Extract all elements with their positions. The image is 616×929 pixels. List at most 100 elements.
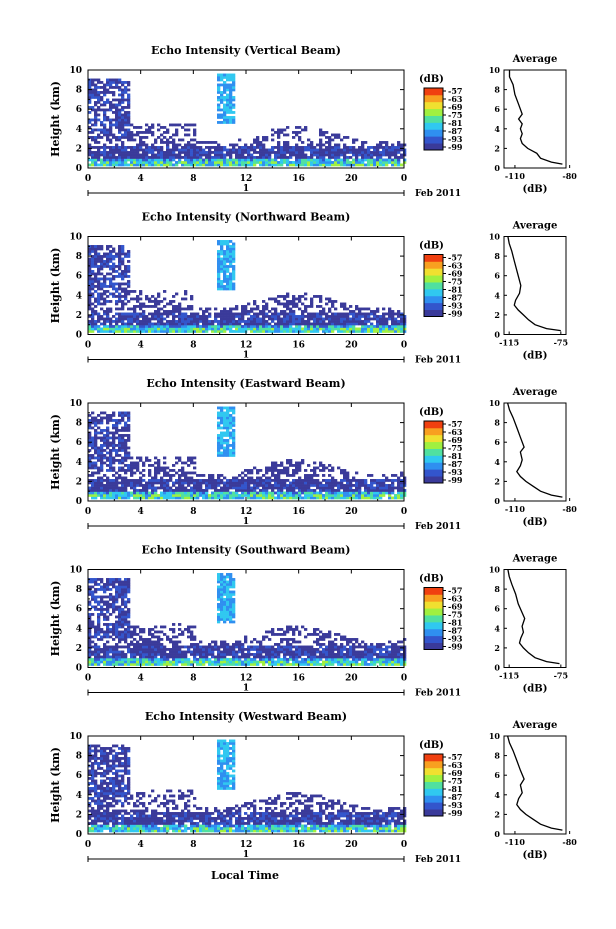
heatmap-cell [115,151,119,154]
heatmap-cell [217,613,221,616]
colorbar-swatch [424,115,443,123]
heatmap-cell [127,436,131,440]
heatmap-cell [346,315,350,318]
heatmap-cell [343,146,347,149]
heatmap-cell [307,496,311,500]
heatmap-cell [127,411,131,415]
heatmap-cell [112,78,116,82]
heatmap-cell [265,307,269,311]
heatmap-cell [178,317,182,321]
heatmap-cell [373,310,377,313]
heatmap-cell [103,327,107,331]
heatmap-cell [334,496,338,500]
heatmap-cell [103,434,107,437]
heatmap-cell [223,242,227,246]
heatmap-cell [88,146,92,149]
heatmap-cell [115,578,119,581]
heatmap-cell [121,101,125,104]
heatmap-cell [361,312,365,316]
heatmap-cell [142,320,146,323]
heatmap-cell [130,325,134,328]
heatmap-cell [151,327,155,331]
heatmap-cell [88,262,92,266]
heatmap-cell [178,302,182,306]
heatmap-cell [319,481,323,485]
heatmap-cell [229,434,233,437]
heatmap-cell [229,494,233,497]
heatmap-cell [169,650,173,654]
heatmap-cell [325,322,329,326]
heatmap-cell [136,645,140,649]
heatmap-cell [91,317,95,321]
heatmap-cell [109,101,113,104]
heatmap-cell [310,151,314,154]
heatmap-cell [88,464,92,467]
heatmap-cell [253,494,257,497]
heatmap-cell [370,325,374,328]
heatmap-cell [226,257,230,261]
heatmap-cell [274,146,278,149]
heatmap-cell [124,494,128,497]
heatmap-cell [97,645,101,649]
heatmap-cell [208,315,212,318]
heatmap-cell [145,158,149,162]
heatmap-cell [112,424,116,427]
heatmap-cell [298,491,302,495]
heatmap-cell [214,307,218,311]
heatmap-cell [307,305,311,308]
heatmap-cell [163,305,167,308]
heatmap-cell [397,320,401,323]
heatmap-cell [175,461,179,465]
heatmap-cell [112,484,116,487]
heatmap-cell [283,491,287,495]
heatmap-cell [133,297,137,301]
heatmap-cell [295,486,299,490]
colorbar-tick-label: -87 [448,293,462,303]
heatmap-cell [172,141,176,144]
heatmap-cell [238,481,242,485]
heatmap-cell [373,327,377,331]
heatmap-cell [118,476,122,480]
heatmap-cell [244,146,248,149]
heatmap-cell [229,148,233,152]
heatmap-cell [127,128,131,132]
heatmap-cell [127,252,131,256]
heatmap-cell [154,146,158,149]
heatmap-cell [220,436,224,440]
heatmap-cell [166,322,170,326]
heatmap-cell [118,660,122,664]
heatmap-cell [367,315,371,318]
heatmap-cell [94,141,98,144]
heatmap-cell [193,479,197,482]
heatmap-cell [232,315,236,318]
heatmap-cell [91,486,95,490]
heatmap-cell [124,290,128,293]
heatmap-cell [109,431,113,435]
heatmap-cell [220,148,224,152]
heatmap-cell [247,310,251,313]
heatmap-cell [181,645,185,649]
heatmap-cell [355,161,359,164]
heatmap-cell [142,158,146,162]
heatmap-cell [91,128,95,132]
heatmap-cell [139,327,143,331]
heatmap-cell [262,486,266,490]
heatmap-cell [367,486,371,490]
heatmap-cell [91,272,95,276]
heatmap-cell [259,489,263,492]
heatmap-cell [166,330,170,333]
heatmap-cell [124,121,128,124]
heatmap-cell [388,486,392,490]
heatmap-cell [106,416,110,420]
colorbar-swatch [424,427,443,436]
heatmap-cell [280,481,284,485]
heatmap-cell [142,330,146,333]
heatmap-cell [331,327,335,331]
heatmap-cell [100,655,104,659]
heatmap-cell [346,151,350,154]
heatmap-cell [127,494,131,497]
heatmap-cell [325,484,329,487]
heatmap-cell [106,496,110,500]
heatmap-cell [178,484,182,487]
heatmap-cell [118,489,122,492]
